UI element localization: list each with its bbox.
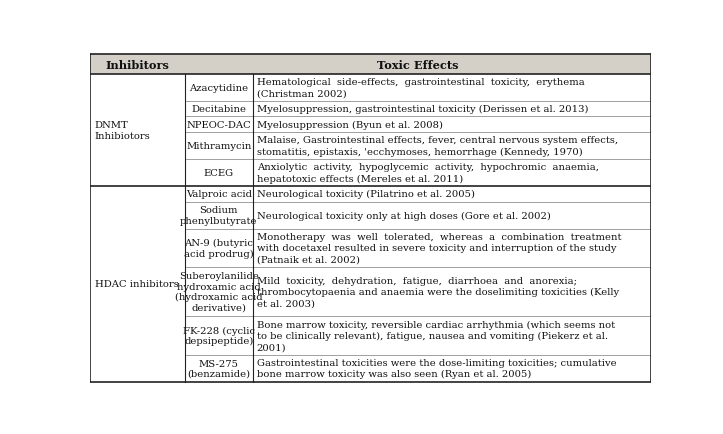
Bar xyxy=(90,55,651,75)
Text: Sodium
phenylbutyrate: Sodium phenylbutyrate xyxy=(180,206,257,225)
Text: Bone marrow toxicity, reversible cardiac arrhythmia (which seems not
to be clini: Bone marrow toxicity, reversible cardiac… xyxy=(257,320,615,352)
Text: Azacytidine: Azacytidine xyxy=(189,84,248,92)
Text: DNMT
Inhibiotors: DNMT Inhibiotors xyxy=(95,121,150,140)
Text: Decitabine: Decitabine xyxy=(191,105,247,114)
Text: FK-228 (cyclic
depsipeptide): FK-228 (cyclic depsipeptide) xyxy=(183,326,254,345)
Text: Mild  toxicity,  dehydration,  fatigue,  diarrhoea  and  anorexia;
thrombocytopa: Mild toxicity, dehydration, fatigue, dia… xyxy=(257,276,619,308)
Text: Myelosuppression, gastrointestinal toxicity (Derissen et al. 2013): Myelosuppression, gastrointestinal toxic… xyxy=(257,105,589,114)
Text: Mithramycin: Mithramycin xyxy=(186,142,252,151)
Text: Inhibitors: Inhibitors xyxy=(106,59,169,70)
Text: Toxic Effects: Toxic Effects xyxy=(377,59,458,70)
Text: NPEOC-DAC: NPEOC-DAC xyxy=(187,121,251,129)
Text: AN-9 (butyric
acid prodrug): AN-9 (butyric acid prodrug) xyxy=(184,238,254,258)
Text: Monotherapy  was  well  tolerated,  whereas  a  combination  treatment
with doce: Monotherapy was well tolerated, whereas … xyxy=(257,233,621,264)
Text: Neurological toxicity (Pilatrino et al. 2005): Neurological toxicity (Pilatrino et al. … xyxy=(257,190,475,199)
Text: MS-275
(benzamide): MS-275 (benzamide) xyxy=(187,358,250,378)
Text: HDAC inhibitors: HDAC inhibitors xyxy=(95,279,179,289)
Text: Hematological  side-effects,  gastrointestinal  toxicity,  erythema
(Christman 2: Hematological side-effects, gastrointest… xyxy=(257,78,584,98)
Text: Suberoylanilide
hydroxamic acid
(hydroxamic acid
derivative): Suberoylanilide hydroxamic acid (hydroxa… xyxy=(175,272,262,312)
Text: Neurological toxicity only at high doses (Gore et al. 2002): Neurological toxicity only at high doses… xyxy=(257,211,551,220)
Text: ECEG: ECEG xyxy=(204,169,234,178)
Text: Gastrointestinal toxicities were the dose-limiting toxicities; cumulative
bone m: Gastrointestinal toxicities were the dos… xyxy=(257,358,617,378)
Text: Malaise, Gastrointestinal effects, fever, central nervous system effects,
stomat: Malaise, Gastrointestinal effects, fever… xyxy=(257,136,618,156)
Text: Valproic acid: Valproic acid xyxy=(186,190,252,199)
Text: Myelosuppression (Byun et al. 2008): Myelosuppression (Byun et al. 2008) xyxy=(257,120,442,129)
Text: Anxiolytic  activity,  hypoglycemic  activity,  hypochromic  anaemia,
hepatotoxi: Anxiolytic activity, hypoglycemic activi… xyxy=(257,163,599,183)
